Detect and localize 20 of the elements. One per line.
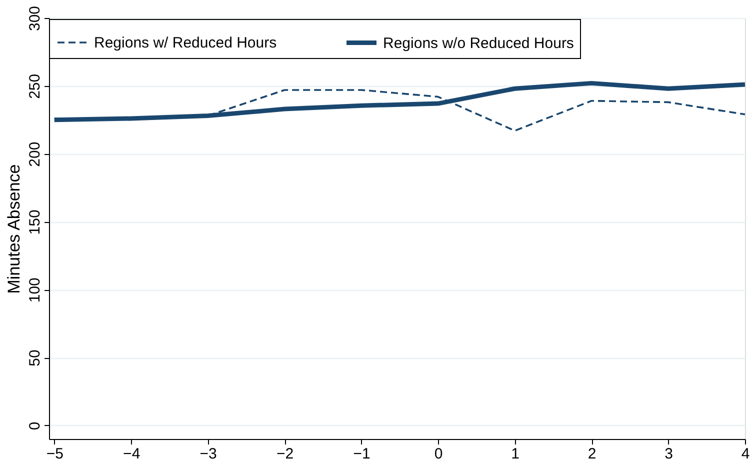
y-tick-label: 100 — [26, 278, 44, 303]
x-tick-label: −5 — [46, 446, 64, 462]
x-tick-label: −3 — [200, 446, 217, 462]
legend-label: Regions w/o Reduced Hours — [383, 34, 574, 52]
x-tick-label: −2 — [276, 446, 294, 462]
x-tick-label: 1 — [511, 446, 520, 462]
y-tick-label: 250 — [26, 74, 44, 99]
y-tick-label: 300 — [26, 6, 44, 32]
x-tick-label: 2 — [588, 446, 596, 462]
x-tick-label: −1 — [353, 446, 370, 462]
legend-label: Regions w/ Reduced Hours — [94, 34, 277, 52]
x-tick-label: −4 — [123, 446, 140, 462]
y-tick-label: 50 — [26, 350, 44, 366]
y-axis-title: Minutes Absence — [4, 164, 24, 294]
y-tick-label: 200 — [26, 142, 44, 167]
x-tick-label: 0 — [434, 446, 443, 462]
y-tick-label: 150 — [26, 210, 44, 235]
x-tick-label: 3 — [664, 446, 673, 462]
x-tick-label: 4 — [741, 446, 750, 462]
y-tick-label: 0 — [26, 422, 44, 430]
